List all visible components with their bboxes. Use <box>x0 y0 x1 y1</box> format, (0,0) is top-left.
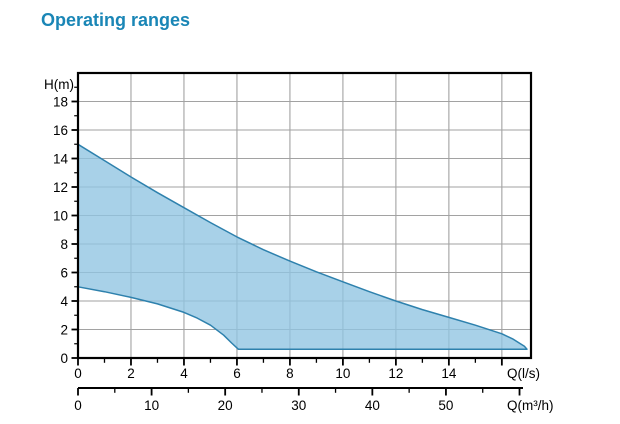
secondary-axis-tick-label: 20 <box>218 398 233 413</box>
secondary-axis-tick-label: 0 <box>74 398 82 413</box>
secondary-axis-label: Q(m³/h) <box>507 398 554 413</box>
x-axis-tick-label: 10 <box>335 366 350 381</box>
secondary-axis-tick-label: 30 <box>291 398 306 413</box>
x-axis-tick-label: 6 <box>233 366 241 381</box>
x-axis-tick-label: 12 <box>388 366 403 381</box>
y-axis-tick-label: 12 <box>53 180 68 195</box>
operating-region <box>77 143 528 350</box>
y-axis-tick-label: 6 <box>60 265 68 280</box>
y-axis-tick-label: 8 <box>60 237 68 252</box>
secondary-axis-tick-label: 10 <box>144 398 159 413</box>
y-axis-tick-label: 18 <box>53 94 68 109</box>
page-title: Operating ranges <box>41 10 191 30</box>
y-axis-label: H(m) <box>44 77 74 92</box>
x-axis-tick-label: 2 <box>127 366 135 381</box>
y-axis-tick-label: 10 <box>53 208 68 223</box>
y-axis-tick-label: 2 <box>60 322 68 337</box>
x-axis-tick-label: 0 <box>74 366 82 381</box>
secondary-axis-tick-label: 50 <box>438 398 453 413</box>
secondary-axis-tick-label: 40 <box>365 398 380 413</box>
y-axis-tick-label: 14 <box>53 151 69 166</box>
x-axis-tick-label: 4 <box>180 366 188 381</box>
x-axis-label: Q(l/s) <box>507 366 540 381</box>
y-axis-tick-label: 16 <box>53 123 68 138</box>
y-axis-tick-label: 4 <box>60 294 68 309</box>
y-axis-tick-label: 0 <box>60 351 68 366</box>
x-axis-tick-label: 14 <box>441 366 457 381</box>
x-axis-tick-label: 8 <box>286 366 294 381</box>
